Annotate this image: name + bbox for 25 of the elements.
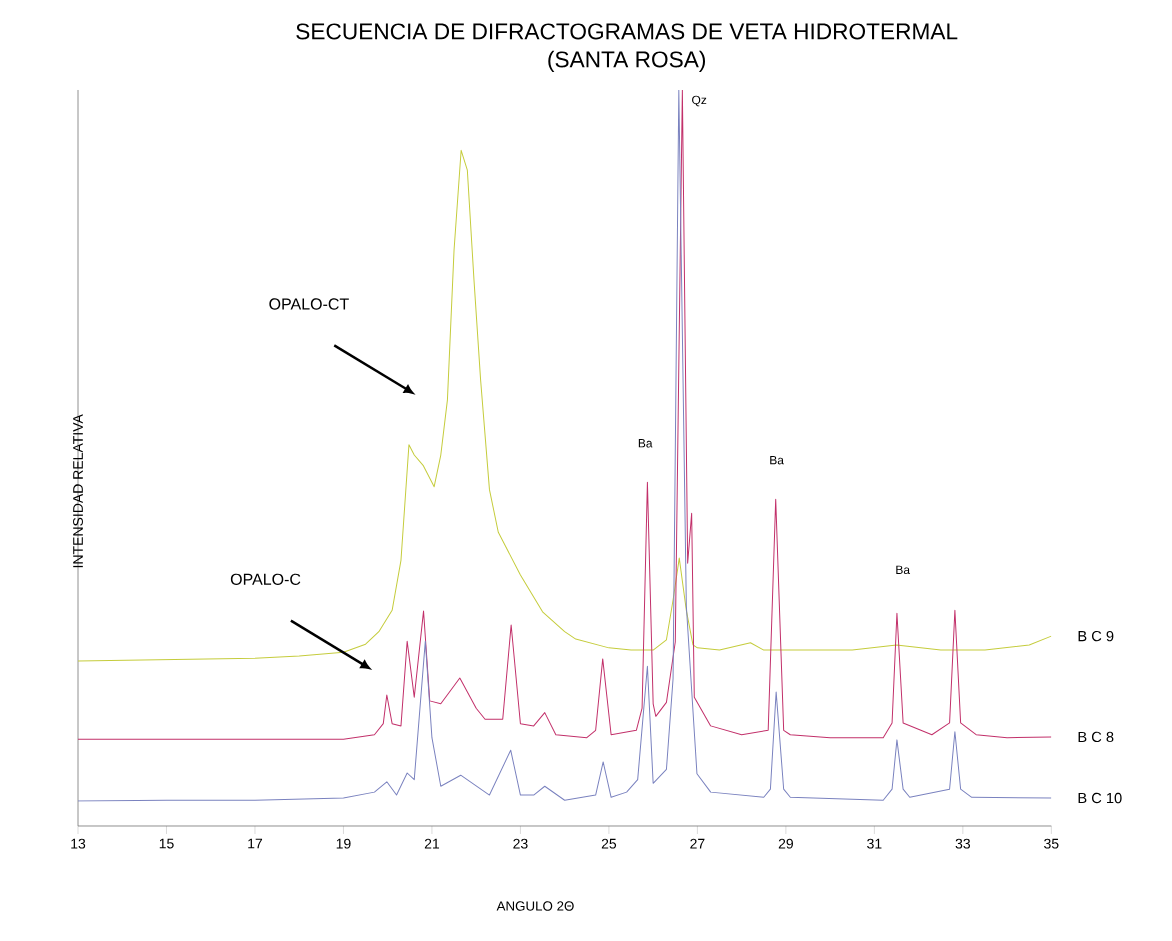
x-tick-label: 21 (424, 838, 440, 849)
x-tick-label: 33 (955, 838, 971, 849)
x-tick-label: 35 (1044, 838, 1059, 849)
chart-subtitle: (SANTA ROSA) (548, 50, 706, 72)
y-axis-title: INTENSIDAD RELATIVA (73, 414, 83, 568)
x-tick-label: 31 (867, 838, 882, 849)
annotation: OPALO-C (230, 573, 301, 585)
annotation: Ba (770, 456, 784, 465)
x-tick-label: 25 (601, 838, 617, 849)
x-tick-label: 27 (690, 838, 705, 849)
series-label: B C 10 (1078, 792, 1122, 804)
annotation: Qz (692, 95, 707, 107)
series-label: B C 8 (1078, 731, 1114, 743)
x-tick-label: 19 (336, 838, 351, 849)
x-tick-label: 13 (71, 838, 86, 849)
annotation: Ba (638, 439, 653, 448)
x-tick-label: 23 (513, 838, 528, 849)
annotation: OPALO-CT (269, 298, 349, 310)
series-label: B C 9 (1078, 630, 1114, 642)
x-tick-label: 17 (248, 838, 263, 849)
x-tick-label: 29 (778, 838, 793, 849)
x-axis-title: ANGULO 2Θ (496, 901, 574, 911)
annotation: Ba (896, 565, 911, 575)
chart-title: SECUENCIA DE DIFRACTOGRAMAS DE VETA HIDROTERMAL (296, 23, 958, 40)
x-tick-label: 15 (159, 838, 174, 849)
